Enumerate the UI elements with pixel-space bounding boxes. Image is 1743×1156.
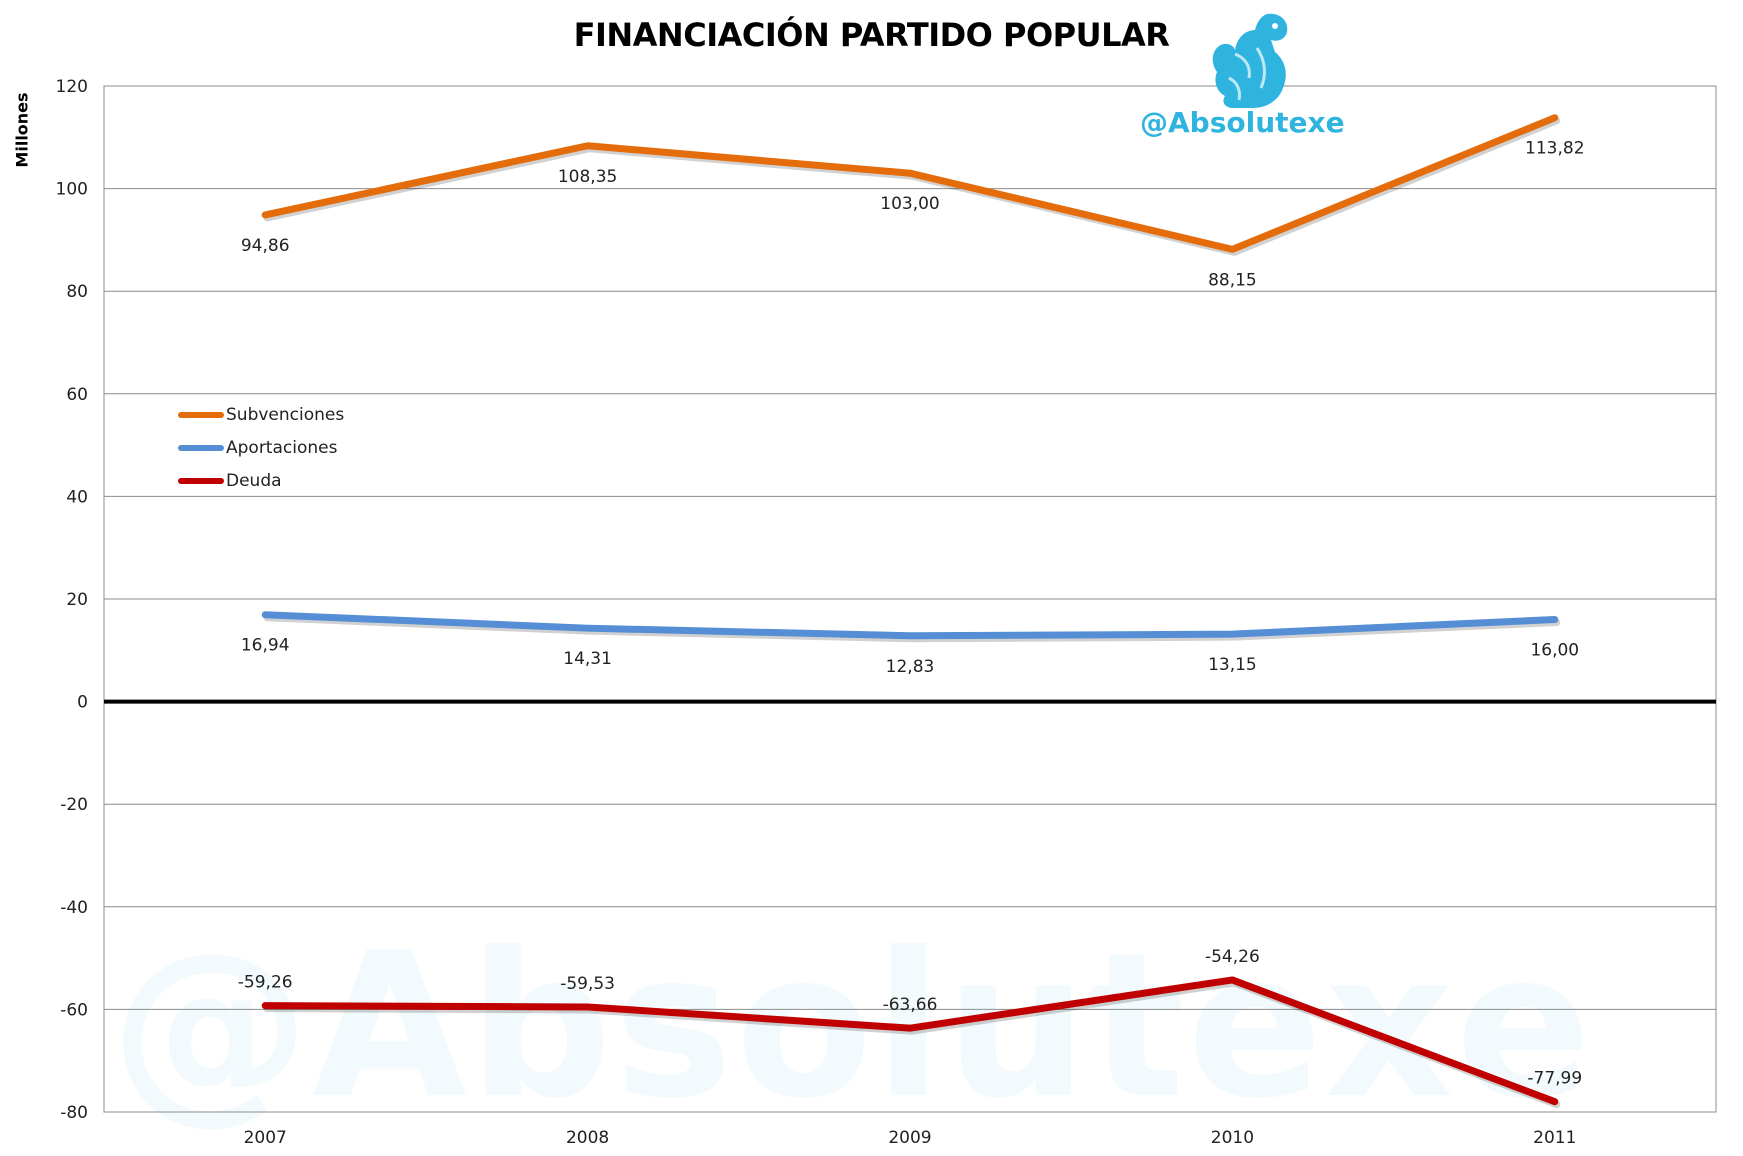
y-tick-label: -80 (60, 1103, 88, 1123)
x-tick-label: 2010 (1211, 1128, 1254, 1148)
data-label: -63,66 (883, 995, 938, 1015)
data-label: 13,15 (1208, 655, 1257, 675)
data-label: 88,15 (1208, 270, 1257, 290)
legend-swatch (178, 411, 224, 418)
data-label: 108,35 (558, 167, 617, 187)
y-tick-label: 120 (56, 77, 88, 97)
legend-item-deuda: Deuda (178, 464, 344, 497)
data-label: -59,53 (560, 974, 615, 994)
data-label: -77,99 (1527, 1069, 1582, 1089)
x-tick-label: 2009 (888, 1128, 931, 1148)
legend-label: Aportaciones (226, 437, 338, 458)
legend-label: Deuda (226, 470, 282, 491)
y-tick-label: -20 (60, 795, 88, 815)
legend-item-aportaciones: Aportaciones (178, 431, 344, 464)
legend-item-subvenciones: Subvenciones (178, 398, 344, 431)
data-label: -59,26 (238, 973, 293, 993)
y-axis-label: Millones (12, 92, 32, 168)
data-label: -54,26 (1205, 947, 1260, 967)
x-tick-label: 2011 (1533, 1128, 1576, 1148)
legend-swatch (178, 477, 224, 484)
y-tick-label: 20 (66, 590, 88, 610)
legend: Subvenciones Aportaciones Deuda (178, 398, 344, 497)
data-label: 16,00 (1530, 641, 1579, 661)
chart-title: FINANCIACIÓN PARTIDO POPULAR (573, 16, 1170, 54)
y-tick-label: 80 (66, 282, 88, 302)
data-label: 16,94 (241, 636, 290, 656)
data-label: 103,00 (880, 194, 939, 214)
series-line-aportaciones (261, 611, 1559, 640)
y-tick-label: 100 (56, 180, 88, 200)
data-label: 12,83 (886, 657, 935, 677)
griffin-logo-icon (1212, 13, 1288, 109)
series-line-deuda (261, 976, 1559, 1106)
data-label: 14,31 (563, 649, 612, 669)
series-line-shadow (263, 117, 1561, 256)
y-tick-label: 60 (66, 385, 88, 405)
watermark-handle: @Absolutexe (1140, 106, 1345, 139)
series-line-subvenciones (261, 114, 1559, 253)
legend-swatch (178, 444, 224, 451)
y-tick-label: -40 (60, 898, 88, 918)
x-tick-label: 2007 (244, 1128, 287, 1148)
x-tick-label: 2008 (566, 1128, 609, 1148)
y-tick-label: 40 (66, 487, 88, 507)
data-label: 94,86 (241, 236, 290, 256)
legend-label: Subvenciones (226, 404, 345, 425)
y-tick-label: 0 (77, 693, 88, 713)
y-tick-label: -60 (60, 1000, 88, 1020)
data-label: 113,82 (1525, 139, 1584, 159)
